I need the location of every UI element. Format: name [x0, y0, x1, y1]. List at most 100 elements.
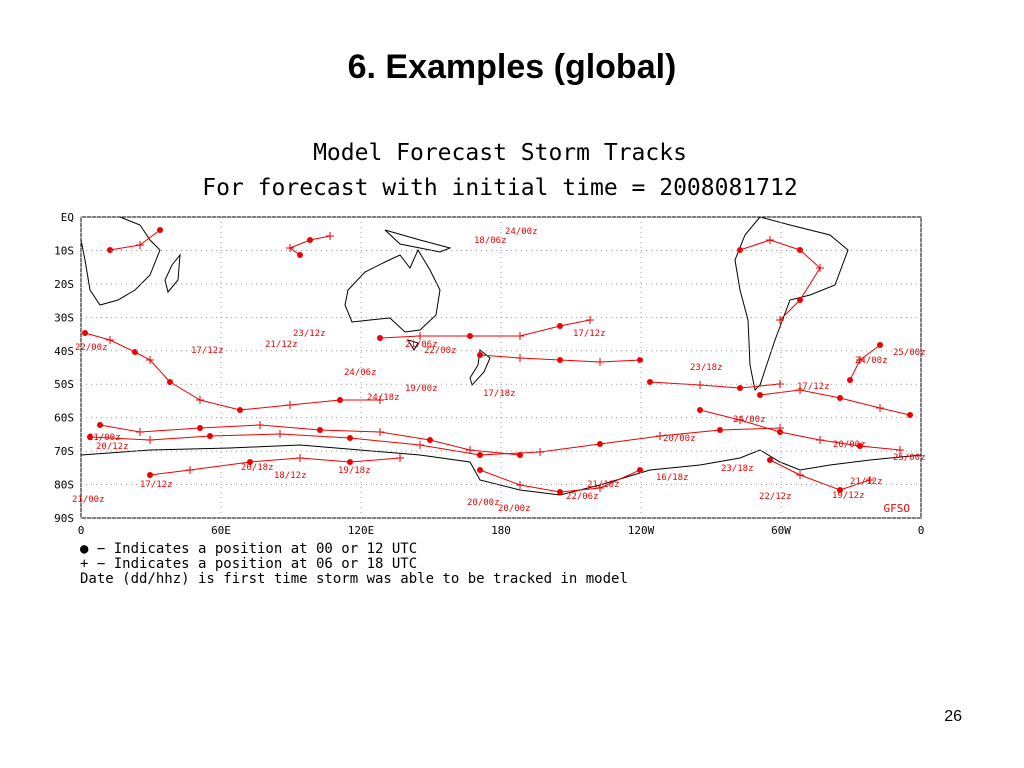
track-point — [637, 357, 643, 363]
track-point — [776, 380, 784, 388]
lat-label: 90S — [54, 512, 74, 525]
track-line — [769, 459, 871, 491]
track-point — [207, 433, 213, 439]
track-point — [816, 436, 824, 444]
track-point — [557, 357, 563, 363]
track-label: 24/00z — [855, 356, 888, 366]
track-line — [699, 409, 901, 451]
track-label: 18/06z — [474, 236, 507, 246]
track-point — [186, 466, 194, 474]
track-label: 19/12z — [832, 491, 865, 501]
track-label: 16/18z — [656, 473, 689, 483]
track-point — [907, 412, 913, 418]
track-point — [536, 448, 544, 456]
track-label: 17/12z — [191, 346, 224, 356]
page-number: 26 — [944, 708, 962, 725]
track-label: 17/12z — [573, 329, 606, 339]
track-point — [557, 323, 563, 329]
track-point — [416, 332, 424, 340]
legend-line: Date (dd/hhz) is first time storm was ab… — [80, 571, 628, 587]
track-point — [276, 430, 284, 438]
track-label: 20/00z — [833, 440, 866, 450]
track-label: 22/00z — [424, 346, 457, 356]
track-line — [84, 332, 380, 411]
track-point — [106, 336, 114, 344]
track-label: 25/00z — [893, 453, 926, 463]
track-point — [396, 454, 404, 462]
track-point — [776, 316, 784, 324]
lat-label: 30S — [54, 311, 74, 324]
track-point — [516, 481, 524, 489]
track-point — [147, 472, 153, 478]
track-point — [377, 335, 383, 341]
track-point — [857, 443, 863, 449]
track-point — [866, 476, 874, 484]
track-point — [307, 237, 313, 243]
track-line — [379, 319, 591, 339]
track-line — [649, 381, 781, 389]
track-point — [337, 397, 343, 403]
track-point — [196, 396, 204, 404]
lat-label: 10S — [54, 244, 74, 257]
track-point — [736, 416, 744, 424]
track-point — [766, 236, 774, 244]
track-point — [876, 404, 884, 412]
track-label: 20/00z — [498, 504, 531, 514]
lat-label: 40S — [54, 345, 74, 358]
track-point — [136, 428, 144, 436]
track-point — [237, 407, 243, 413]
track-point — [477, 352, 483, 358]
track-label: 21/18z — [587, 480, 620, 490]
track-point — [197, 425, 203, 431]
track-point — [132, 349, 138, 355]
model-name: GFSO — [884, 502, 911, 515]
track-label: 24/18z — [367, 393, 400, 403]
track-line — [759, 389, 911, 416]
track-point — [286, 401, 294, 409]
legend-line: + − Indicates a position at 06 or 18 UTC — [80, 556, 417, 572]
track-point — [297, 252, 303, 258]
track-point — [97, 422, 103, 428]
track-label: 20/00z — [663, 434, 696, 444]
track-label: 21/12z — [265, 340, 298, 350]
track-point — [247, 459, 253, 465]
track-point — [466, 446, 474, 454]
track-label: 20/18z — [241, 463, 274, 473]
track-point — [797, 247, 803, 253]
track-point — [467, 333, 473, 339]
track-label: 24/00z — [733, 415, 766, 425]
lat-label: 60S — [54, 412, 74, 425]
track-label: 18/12z — [274, 471, 307, 481]
track-point — [136, 241, 144, 249]
lat-label: 70S — [54, 445, 74, 458]
track-point — [737, 385, 743, 391]
track-point — [596, 484, 604, 492]
track-point — [847, 377, 853, 383]
track-label: 19/00z — [405, 384, 438, 394]
track-point — [516, 354, 524, 362]
track-label: 21/12z — [850, 477, 883, 487]
track-point — [697, 407, 703, 413]
track-point — [87, 434, 93, 440]
track-point — [717, 427, 723, 433]
track-point — [146, 436, 154, 444]
track-point — [416, 441, 424, 449]
figure-title: Model Forecast Storm Tracks — [313, 140, 687, 166]
track-point — [516, 332, 524, 340]
track-point — [376, 428, 384, 436]
track-point — [157, 227, 163, 233]
lat-label: 80S — [54, 479, 74, 492]
track-label: 17/18z — [483, 389, 516, 399]
track-line — [89, 427, 781, 456]
track-point — [877, 342, 883, 348]
lon-label: 60W — [771, 524, 791, 537]
lon-label: 0 — [78, 524, 85, 537]
track-point — [347, 459, 353, 465]
track-point — [856, 356, 864, 364]
track-point — [256, 421, 264, 429]
track-label: 20/00z — [467, 498, 500, 508]
track-point — [286, 244, 294, 252]
lon-label: 180 — [491, 524, 511, 537]
